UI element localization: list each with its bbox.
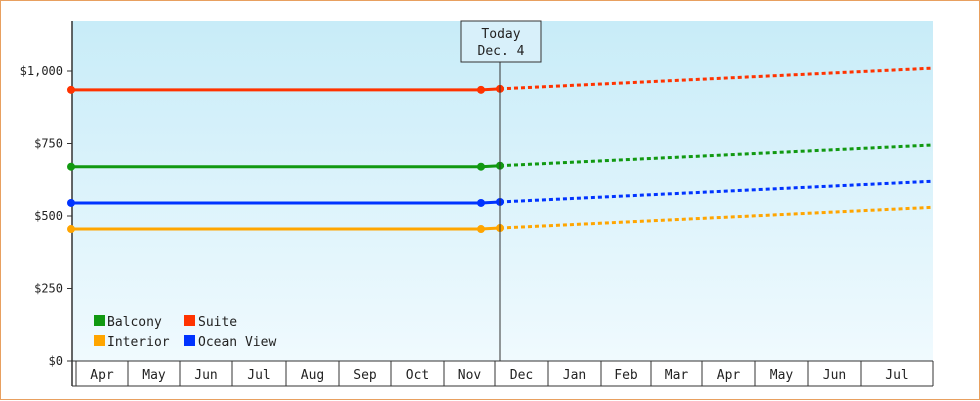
x-tick-label: May [770,368,794,383]
y-tick-label: $250 [34,282,63,296]
x-tick-label: Apr [717,368,741,383]
y-axis: $0 $250 $500 $750 $1,000 [20,21,73,386]
x-tick-label: Jun [823,368,846,383]
data-point[interactable] [477,225,485,234]
y-tick-label: $1,000 [20,64,63,78]
series-line-projected [499,66,934,91]
data-point[interactable] [477,198,485,207]
y-tick-label: $500 [34,209,63,223]
legend-swatch-suite [184,315,195,326]
data-point[interactable] [477,85,485,94]
x-tick-label: Jul [247,368,270,383]
today-label-box [460,20,542,63]
x-tick-label: May [142,368,166,383]
x-tick-label: Apr [90,368,114,383]
x-tick-label: Aug [301,368,324,383]
legend-label-balcony: Balcony [107,315,162,330]
legend-swatch-balcony [94,315,105,326]
today-label-line2: Dec. 4 [478,44,525,59]
series-line-projected [499,143,934,168]
today-label-line1: Today [481,27,520,42]
data-point[interactable] [67,198,75,207]
legend-label-suite: Suite [198,315,237,330]
legend-swatch-ocean-view [184,335,195,346]
x-tick-label: Mar [665,368,689,383]
x-tick-label: Sep [353,368,377,383]
y-tick-label: $0 [49,354,63,368]
x-tick-label: Jan [563,368,586,383]
plot-area [72,21,933,361]
legend-label-interior: Interior [107,335,170,350]
x-tick-label: Feb [614,368,638,383]
data-point[interactable] [67,162,75,171]
x-tick-label: Nov [458,368,482,383]
series-line-projected [499,179,934,204]
legend-label-ocean-view: Ocean View [198,335,276,350]
data-point[interactable] [477,162,485,171]
x-axis: Apr May Jun Jul Aug Sep Oct Nov Dec Jan Feb Mar Apr M… [72,360,934,387]
legend: Balcony Suite Interior Ocean View [94,315,276,350]
x-tick-label: Jun [194,368,217,383]
x-tick-label: Jul [885,368,908,383]
series-line-projected [499,205,934,230]
data-point[interactable] [67,225,75,234]
x-tick-label: Oct [406,368,429,383]
series-lines [67,66,934,234]
x-tick-label: Dec [510,368,533,383]
today-marker: Today Dec. 4 [460,20,542,361]
data-point[interactable] [67,85,75,94]
y-tick-label: $750 [34,137,63,151]
legend-swatch-interior [94,335,105,346]
